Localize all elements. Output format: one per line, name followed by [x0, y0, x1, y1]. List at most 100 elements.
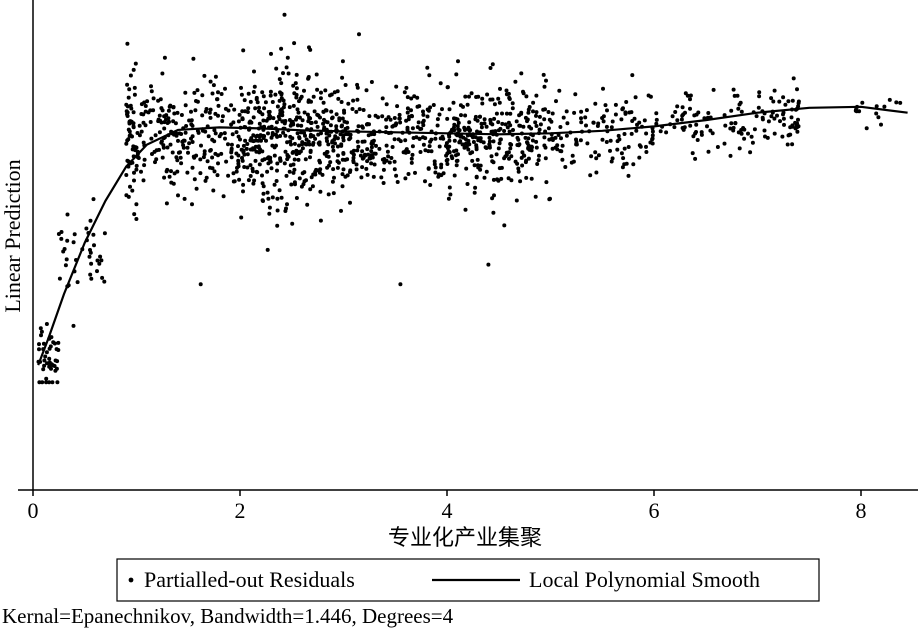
residual-point [261, 191, 266, 196]
residual-point [728, 126, 733, 131]
residual-point [425, 107, 430, 112]
residual-point [291, 162, 296, 167]
residual-point [87, 254, 92, 259]
residual-point [397, 116, 402, 121]
residual-point [340, 184, 345, 189]
residual-point [305, 202, 310, 207]
residual-point [781, 116, 786, 121]
residual-point [404, 147, 409, 152]
residual-point [136, 156, 141, 160]
residual-point [542, 117, 547, 122]
residual-point [248, 147, 253, 152]
residual-point [394, 121, 399, 126]
residual-point [295, 123, 300, 128]
residual-point [431, 103, 436, 107]
residual-point [392, 167, 397, 172]
residual-point [409, 96, 414, 101]
residual-point [124, 109, 129, 114]
residual-point [503, 154, 508, 159]
residual-point [213, 151, 218, 156]
residual-point [261, 94, 266, 99]
residual-point [245, 142, 250, 146]
residual-point [425, 114, 430, 119]
residual-point [56, 340, 61, 345]
residual-point [348, 200, 352, 205]
residual-point [318, 218, 323, 223]
residual-point [550, 146, 555, 151]
residual-point [318, 167, 323, 172]
residual-point [796, 104, 801, 109]
residual-point [485, 92, 490, 97]
residual-point [234, 130, 239, 135]
residual-point [289, 142, 293, 147]
residual-point [554, 99, 558, 104]
residual-point [91, 197, 96, 202]
residual-point [395, 180, 400, 184]
residual-point [168, 142, 173, 147]
residual-point [246, 91, 251, 96]
residual-point [192, 90, 197, 95]
residual-point [379, 175, 384, 180]
residual-point [534, 110, 539, 115]
residual-point [722, 141, 727, 146]
residual-point [255, 133, 260, 138]
residual-point [50, 380, 55, 385]
residual-point [339, 100, 344, 104]
residual-point [285, 157, 290, 162]
residual-point [384, 117, 389, 122]
residual-point [882, 104, 887, 109]
legend-label-smooth: Local Polynomial Smooth [529, 567, 760, 592]
residual-point [241, 48, 246, 53]
residual-point [409, 156, 414, 161]
residual-point [500, 111, 504, 116]
residual-point [497, 166, 502, 171]
residual-point [544, 78, 548, 83]
residual-point [608, 138, 613, 143]
residual-point [427, 144, 432, 149]
residual-point [343, 157, 348, 162]
residual-point [452, 116, 456, 121]
residual-point [196, 130, 201, 135]
residual-point [491, 210, 496, 215]
residual-point [470, 150, 475, 155]
residual-point [534, 145, 539, 150]
residual-point [294, 86, 299, 91]
residual-point [339, 143, 344, 148]
residual-point [509, 178, 514, 183]
residual-point [433, 165, 438, 170]
residual-point [268, 89, 273, 94]
residual-point [300, 118, 305, 123]
residual-point [141, 178, 146, 183]
residual-point [316, 113, 321, 118]
residual-point [328, 123, 333, 128]
residual-point [438, 136, 443, 141]
residual-point [244, 146, 249, 151]
residual-point [536, 158, 541, 163]
residual-point [741, 126, 746, 130]
residual-point [199, 143, 203, 148]
residual-point [142, 157, 147, 162]
residual-point [490, 196, 495, 201]
residual-point [164, 113, 169, 118]
residual-point [455, 158, 460, 163]
residual-point [342, 119, 347, 124]
residual-point [729, 108, 734, 113]
residual-point [239, 215, 244, 220]
residual-point [326, 192, 331, 197]
residual-point [232, 179, 237, 184]
residual-point [132, 92, 137, 97]
residual-point [706, 149, 711, 154]
residual-point [203, 109, 208, 114]
x-axis-ticks: 0 2 4 6 8 [28, 490, 867, 523]
residual-point [633, 95, 638, 100]
residual-point [428, 183, 433, 187]
residual-point [271, 116, 276, 121]
residual-point [369, 149, 374, 154]
residual-point [167, 174, 172, 179]
residual-point [130, 188, 135, 193]
residual-point [445, 162, 450, 166]
residual-point [236, 144, 240, 149]
residual-point [458, 103, 463, 108]
residual-point [410, 152, 415, 157]
residual-point [171, 105, 176, 109]
